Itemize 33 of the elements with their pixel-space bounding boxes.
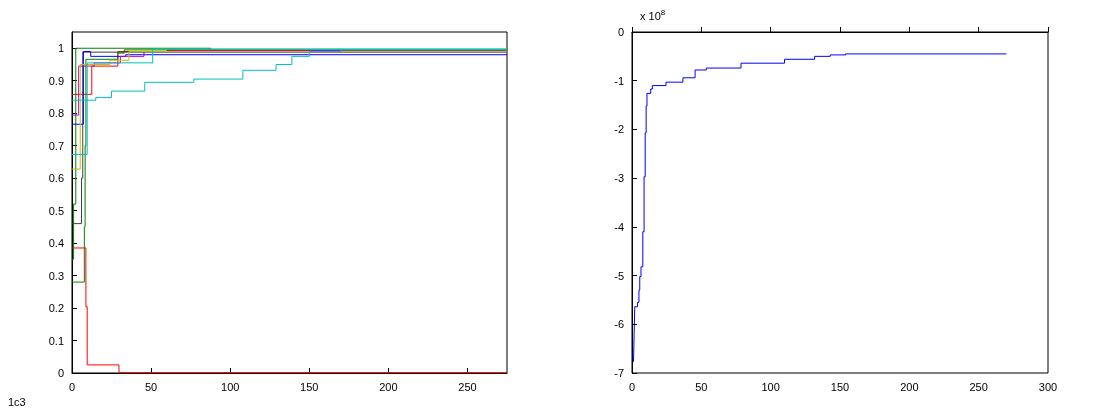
y-tick-label: -6 <box>614 318 624 331</box>
y-tick-label: 0.8 <box>48 107 64 120</box>
y-tick-label: 0 <box>617 26 624 38</box>
x-tick-label: 150 <box>300 380 319 393</box>
y-tick-label: -2 <box>614 123 624 136</box>
x-tick-label: 200 <box>900 380 919 393</box>
x-tick-label: 150 <box>830 380 850 393</box>
x-tick-label: 100 <box>761 380 780 393</box>
text: 1c3 <box>8 395 26 408</box>
y-tick-label: -1 <box>614 74 624 87</box>
x-tick-label: 250 <box>458 380 477 393</box>
x-tick-label: 250 <box>969 380 988 393</box>
y-tick-label: -3 <box>614 172 624 185</box>
y-tick-label: 0 <box>57 367 64 379</box>
x-tick-label: 50 <box>144 380 158 393</box>
y-tick-label: -4 <box>614 220 624 233</box>
x-tick-label: 50 <box>695 380 708 393</box>
y-tick-label: 0.5 <box>48 204 64 217</box>
x-tick-label: 0 <box>68 380 76 393</box>
y-tick-label: 0.4 <box>48 237 64 250</box>
y-tick-label: -5 <box>614 269 624 282</box>
x-tick-label: 200 <box>379 380 398 393</box>
y-tick-label: 0.3 <box>48 269 64 282</box>
x-tick-label: 100 <box>221 380 240 393</box>
y-tick-label: 1 <box>57 42 64 55</box>
y-tick-label: 0.2 <box>48 302 64 315</box>
y-tick-label: 0.1 <box>48 334 64 347</box>
y-tick-label: 0.9 <box>48 74 64 87</box>
y-tick-label: 0.7 <box>48 139 64 152</box>
y-tick-label: 0.6 <box>48 172 64 185</box>
x-tick-label: 300 <box>1038 380 1058 393</box>
x-tick-label: 0 <box>628 380 636 393</box>
y-tick-label: -7 <box>614 367 624 379</box>
